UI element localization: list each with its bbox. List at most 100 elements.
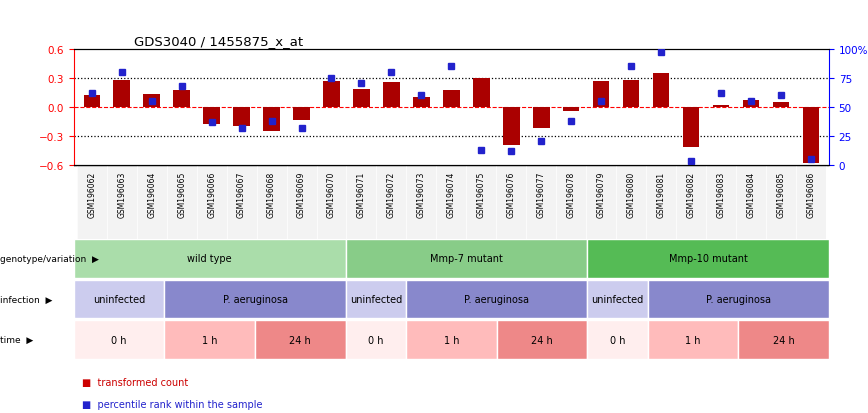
Bar (648, 320, 739, 359)
Text: GSM196071: GSM196071 (357, 171, 366, 217)
Text: GSM196063: GSM196063 (117, 171, 126, 217)
Bar (167, 165, 197, 240)
Bar (286, 165, 317, 240)
Bar (107, 165, 136, 240)
Text: GSM196080: GSM196080 (627, 171, 635, 217)
Text: 1 h: 1 h (444, 335, 459, 345)
Bar (616, 165, 646, 240)
Bar (773, 102, 789, 107)
Text: infection  ▶: infection ▶ (0, 295, 52, 304)
Bar (556, 165, 586, 240)
Bar (803, 107, 819, 163)
Bar (76, 165, 107, 240)
Text: GSM196082: GSM196082 (687, 171, 695, 217)
Bar (406, 165, 437, 240)
Bar (593, 81, 609, 107)
Text: GSM196066: GSM196066 (207, 171, 216, 217)
Text: GSM196067: GSM196067 (237, 171, 247, 217)
Bar (323, 81, 339, 107)
Bar (496, 320, 588, 359)
Text: GSM196072: GSM196072 (387, 171, 396, 217)
Bar (437, 165, 466, 240)
Text: GSM196083: GSM196083 (717, 171, 726, 217)
Bar (743, 101, 760, 107)
Bar (174, 91, 190, 107)
Bar (263, 107, 279, 131)
Text: GSM196081: GSM196081 (656, 171, 666, 217)
Bar (406, 280, 588, 318)
Text: GSM196074: GSM196074 (447, 171, 456, 217)
Bar (653, 74, 669, 107)
Text: 24 h: 24 h (531, 335, 553, 345)
Bar (317, 165, 346, 240)
Bar (345, 320, 406, 359)
Text: Mmp-7 mutant: Mmp-7 mutant (430, 254, 503, 264)
Text: GSM196073: GSM196073 (417, 171, 426, 217)
Bar (203, 107, 220, 125)
Text: 0 h: 0 h (368, 335, 384, 345)
Bar (588, 320, 648, 359)
Bar (676, 165, 706, 240)
Text: time  ▶: time ▶ (0, 335, 33, 344)
Bar (466, 165, 496, 240)
Bar (533, 107, 549, 128)
Text: GSM196068: GSM196068 (267, 171, 276, 217)
Text: GSM196069: GSM196069 (297, 171, 306, 217)
Bar (588, 280, 648, 318)
Bar (345, 280, 406, 318)
Bar (114, 81, 130, 107)
Text: GSM196075: GSM196075 (477, 171, 486, 217)
Bar (473, 78, 490, 107)
Bar (345, 240, 588, 278)
Text: wild type: wild type (187, 254, 232, 264)
Text: GSM196062: GSM196062 (88, 171, 96, 217)
Bar (227, 165, 257, 240)
Bar (503, 107, 520, 146)
Bar (74, 240, 345, 278)
Bar (83, 96, 100, 107)
Text: uninfected: uninfected (93, 294, 145, 304)
Bar (496, 165, 526, 240)
Text: Mmp-10 mutant: Mmp-10 mutant (668, 254, 747, 264)
Text: 1 h: 1 h (685, 335, 700, 345)
Bar (588, 240, 829, 278)
Bar (623, 81, 640, 107)
Bar (683, 107, 700, 148)
Text: 0 h: 0 h (111, 335, 127, 345)
Bar (383, 83, 399, 107)
Bar (233, 107, 250, 127)
Bar (255, 320, 345, 359)
Bar (353, 90, 370, 107)
Text: uninfected: uninfected (350, 294, 402, 304)
Text: GSM196076: GSM196076 (507, 171, 516, 217)
Text: P. aeruginosa: P. aeruginosa (706, 294, 771, 304)
Text: GDS3040 / 1455875_x_at: GDS3040 / 1455875_x_at (135, 36, 303, 48)
Bar (346, 165, 377, 240)
Text: GSM196065: GSM196065 (177, 171, 186, 217)
Bar (736, 165, 766, 240)
Text: GSM196085: GSM196085 (777, 171, 786, 217)
Bar (164, 320, 255, 359)
Text: ■  transformed count: ■ transformed count (82, 377, 188, 387)
Bar (713, 105, 729, 107)
Bar (413, 98, 430, 107)
Bar (74, 320, 164, 359)
Text: 0 h: 0 h (609, 335, 625, 345)
Text: 24 h: 24 h (289, 335, 312, 345)
Text: uninfected: uninfected (591, 294, 643, 304)
Text: GSM196064: GSM196064 (148, 171, 156, 217)
Bar (197, 165, 227, 240)
Bar (563, 107, 580, 112)
Bar (646, 165, 676, 240)
Bar (406, 320, 496, 359)
Text: GSM196078: GSM196078 (567, 171, 575, 217)
Text: GSM196084: GSM196084 (746, 171, 755, 217)
Bar (136, 165, 167, 240)
Text: P. aeruginosa: P. aeruginosa (222, 294, 287, 304)
Text: 1 h: 1 h (202, 335, 218, 345)
Text: GSM196086: GSM196086 (806, 171, 815, 217)
Text: genotype/variation  ▶: genotype/variation ▶ (0, 254, 99, 263)
Bar (164, 280, 345, 318)
Bar (706, 165, 736, 240)
Bar (796, 165, 826, 240)
